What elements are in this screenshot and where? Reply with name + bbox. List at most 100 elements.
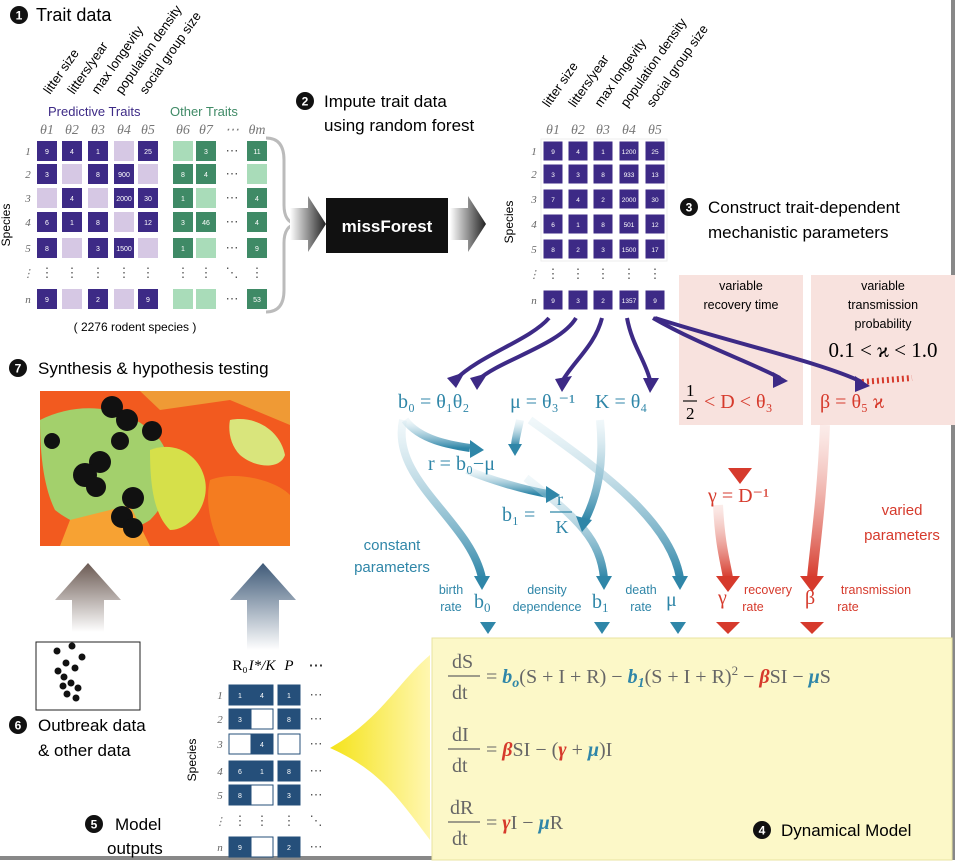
step-6-line1: Outbreak data xyxy=(38,716,146,735)
recovery-label-1: recovery xyxy=(744,583,793,597)
table-ellipsis: ⋮ xyxy=(177,265,190,280)
imputed-cell xyxy=(644,140,666,162)
output-cell-value: 8 xyxy=(287,769,291,776)
step-3-number: 3 xyxy=(686,201,693,215)
step-5-line2: outputs xyxy=(107,839,163,858)
table-ellipsis: ⋯ xyxy=(226,214,239,229)
imputed-cell xyxy=(618,213,640,235)
ode-system: dS dt = bo(S + I + R) − b1(S + I + R)2 −… xyxy=(448,651,831,850)
density-label-2: dependence xyxy=(513,600,582,614)
transmission-box xyxy=(811,275,955,425)
imputed-cell-value: 1357 xyxy=(622,298,637,305)
ode-dS-rhs: = bo(S + I + R) − b1(S + I + R)2 − βSI −… xyxy=(486,663,831,691)
row-label: 3 xyxy=(530,194,537,206)
table-cell-value: 4 xyxy=(255,196,259,203)
imputed-cell-value: 3 xyxy=(601,247,605,254)
imputed-cell xyxy=(567,238,589,260)
step-7-title: 7 Synthesis & hypothesis testing xyxy=(9,359,269,378)
step-5-number: 5 xyxy=(91,818,98,832)
table-cell-value: 6 xyxy=(45,220,49,227)
imputed-cell-value: 2 xyxy=(576,247,580,254)
output-table: R₀ I*/K P ⋯ 1 2 3 4 5 ⋮ n 1 4 1 ⋯ 3 8 ⋯ 4 ⋯ 6 1 8 ⋯ 8 3 ⋯ ⋮ ⋮ ⋮ ⋱ 9 2 ⋯ xyxy=(215,658,324,858)
row-label: n xyxy=(25,294,31,306)
step-2-number: 2 xyxy=(302,95,309,109)
imputed-cell-value: 3 xyxy=(551,172,555,179)
table-cell-value: 9 xyxy=(146,297,150,304)
imputed-cell xyxy=(618,238,640,260)
output-column-header: P xyxy=(283,658,293,674)
table-cell xyxy=(88,188,108,208)
row-label: 2 xyxy=(25,169,31,181)
eq-r: r = b₀−μ xyxy=(428,453,495,475)
imputed-cell-value: 2000 xyxy=(622,197,637,204)
table-cell xyxy=(37,188,57,208)
table-cell-value: 1500 xyxy=(116,246,132,253)
imputed-cell xyxy=(592,140,614,162)
imputed-cell xyxy=(618,289,640,311)
ode-dR-den: dt xyxy=(452,828,468,850)
step-6-title: 6 Outbreak data & other data xyxy=(9,716,146,760)
imputed-cell-value: 1 xyxy=(601,149,605,156)
column-header: θ3 xyxy=(596,123,610,138)
table-ellipsis: ⋯ xyxy=(310,839,323,854)
imputed-cell xyxy=(542,188,564,210)
rate-labels-constant: birth rate density dependence death rate xyxy=(439,583,657,614)
table-cell xyxy=(88,289,108,309)
table-cell-value: 2 xyxy=(96,297,100,304)
table-cell-value: 4 xyxy=(204,172,208,179)
table-cell xyxy=(62,238,82,258)
predictive-traits-label: Predictive Traits xyxy=(48,104,141,119)
table-ellipsis: ⋮ xyxy=(92,265,105,280)
row-label: 1 xyxy=(25,146,31,158)
ode-dR-rhs: = γI − μR xyxy=(486,812,564,834)
imputed-cell xyxy=(567,289,589,311)
table-ellipsis: ⋮ xyxy=(234,813,247,828)
eq-b1-denominator: K xyxy=(556,517,569,537)
step-3-title: 3 Construct trait-dependent mechanistic … xyxy=(680,198,900,242)
imputed-cell-value: 2 xyxy=(601,197,605,204)
table-cell xyxy=(37,212,57,232)
synthesis-map xyxy=(40,391,290,546)
row-label: 5 xyxy=(531,244,537,256)
eq-K: K = θ₄ xyxy=(595,391,647,413)
imputed-cell-value: 1500 xyxy=(622,247,637,254)
column-header: θ1 xyxy=(546,123,560,138)
imputed-cell xyxy=(567,213,589,235)
table-ellipsis: ⋯ xyxy=(310,687,323,702)
table-ellipsis: ⋮ xyxy=(597,266,610,281)
table-cell xyxy=(37,238,57,258)
sym-gamma: γ xyxy=(717,587,727,609)
outbreak-points xyxy=(53,642,86,702)
table-cell-value: 8 xyxy=(96,172,100,179)
imputed-cell xyxy=(567,188,589,210)
step-7-number: 7 xyxy=(15,362,22,376)
table-ellipsis: ⋮ xyxy=(251,265,264,280)
step-3-line2: mechanistic parameters xyxy=(708,223,888,242)
table-cell-value: 1 xyxy=(96,149,100,156)
imputed-cell xyxy=(542,213,564,235)
recovery-label-2: rate xyxy=(742,600,764,614)
imputed-cell xyxy=(542,238,564,260)
recovery-time-box xyxy=(679,275,803,425)
table-cell-value: 12 xyxy=(144,220,152,227)
column-header: θ5 xyxy=(141,123,155,138)
imputed-cell xyxy=(644,238,666,260)
table-cell xyxy=(37,141,57,161)
imputed-cell-value: 9 xyxy=(551,149,555,156)
imputed-cell xyxy=(542,289,564,311)
table-ellipsis: ⋮ xyxy=(41,265,54,280)
eq-b1-numerator: r xyxy=(557,489,563,509)
output-cell-value: 4 xyxy=(260,742,264,749)
constant-params-line2: parameters xyxy=(354,559,430,576)
row-label: 3 xyxy=(24,193,31,205)
output-cell-value: 8 xyxy=(238,793,242,800)
eq-b0: b₀ = θ₁θ₂ xyxy=(398,391,469,413)
ode-dS-num: dS xyxy=(452,651,473,673)
table-cell xyxy=(62,188,82,208)
arrow-to-missforest xyxy=(290,196,326,252)
other-traits-label: Other Traits xyxy=(170,104,238,119)
output-cell-value: 6 xyxy=(238,769,242,776)
step-2-line1: Impute trait data xyxy=(324,92,447,111)
up-arrow-outbreak xyxy=(55,563,121,632)
imputed-cell-value: 8 xyxy=(601,222,605,229)
